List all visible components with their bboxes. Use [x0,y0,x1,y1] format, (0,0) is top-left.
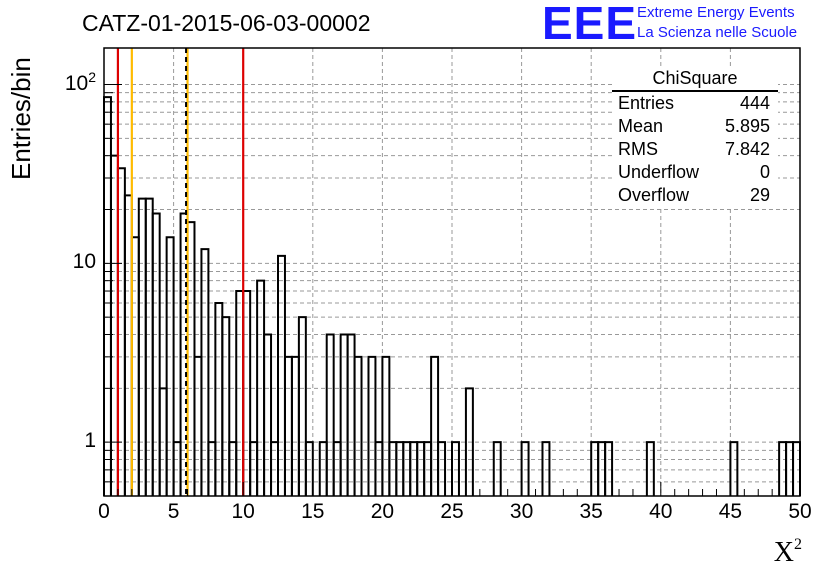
x-tick-label: 40 [649,500,673,523]
histogram-bin [200,248,210,496]
histogram-bin [464,387,474,496]
histogram-bin [290,355,300,496]
x-tick-label: 50 [788,500,812,523]
x-tick-label: 45 [718,500,743,523]
histogram-bin [283,355,293,496]
stats-row: Entries 444 [612,92,778,115]
stats-value: 0 [759,162,770,182]
stats-row: Underflow 0 [612,161,778,184]
histogram-bin [144,197,154,496]
stats-value: 29 [749,185,770,205]
y-tick-label: 10 [72,250,96,274]
histogram-bin [451,441,460,496]
histogram-bin [304,441,314,496]
histogram-bin [221,316,231,496]
stats-label: Underflow [618,162,700,182]
x-axis-label: X2 [773,536,802,568]
histogram-bin [151,212,161,496]
y-axis-label: Entries/bin [6,57,36,180]
stats-value: 5.895 [724,116,770,136]
stats-box: ChiSquare Entries 444 Mean 5.895 RMS 7.842 Und… [612,68,778,207]
histogram-bin [430,355,440,496]
histogram-bin [297,316,307,496]
plot-title: CATZ-01-2015-06-03-00002 [82,10,371,36]
stats-label: Entries [618,93,675,113]
stats-value: 444 [739,93,770,113]
histogram-bin [137,197,147,496]
axis-ticks [103,84,801,497]
x-tick-label: 30 [509,500,534,523]
x-tick-label: 15 [301,500,325,523]
histogram-bin [165,236,175,496]
stats-label: Overflow [618,185,690,205]
histogram-bin [346,333,356,496]
stats-label: Mean [618,116,664,136]
grid-lines [104,48,800,496]
histogram-bin [381,355,391,496]
histogram-bin [437,441,447,496]
histogram-bin [103,96,112,496]
x-tick-label: 0 [98,500,110,523]
histogram-bin [367,355,377,496]
x-tick-label: 10 [231,500,255,523]
histogram-bin [263,333,273,496]
histogram-bin [193,355,203,496]
histogram-bin [339,333,349,496]
histogram-bin [729,441,739,496]
histogram-bin [541,441,551,496]
histogram-bin [645,441,655,496]
x-tick-label: 35 [579,500,603,523]
stats-row: RMS 7.842 [612,138,778,161]
stats-label: RMS [618,139,658,159]
reference-lines [116,48,245,496]
stats-row: Mean 5.895 [612,115,778,138]
logo-text-line2: La Scienza nelle Scuole [637,24,798,41]
stats-row: Overflow 29 [612,184,778,207]
stats-title: ChiSquare [612,68,778,92]
stats-value: 7.842 [724,139,770,159]
histogram-bin [353,355,363,496]
y-tick-label: 1 [84,429,96,453]
histogram-bin [520,441,530,496]
logo-text-line1: Extreme Energy Events [637,4,795,21]
y-tick-label: 102 [64,68,96,95]
x-tick-label: 20 [370,500,395,523]
histogram-bin [214,302,224,496]
eee-logo: EEE [542,0,638,49]
x-tick-label: 5 [167,500,180,523]
x-tick-label: 25 [440,500,464,523]
histogram-bin [604,441,614,496]
histogram-bin [325,333,335,496]
histogram-bin [492,441,502,496]
